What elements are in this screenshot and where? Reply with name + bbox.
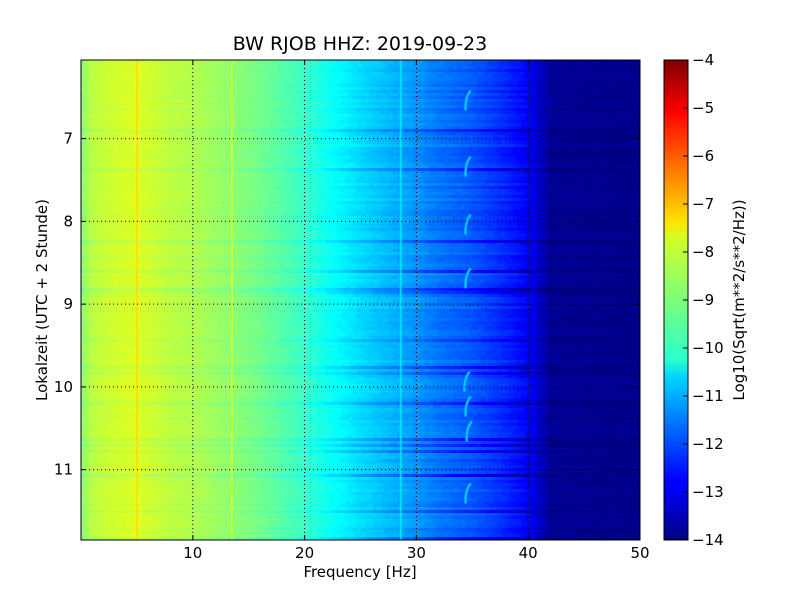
- chart-title: BW RJOB HHZ: 2019-09-23: [233, 33, 487, 55]
- figure: BW RJOB HHZ: 2019-09-23 10 20 30 40 50 78910…: [0, 0, 800, 600]
- spectrogram-heatmap: [81, 60, 642, 541]
